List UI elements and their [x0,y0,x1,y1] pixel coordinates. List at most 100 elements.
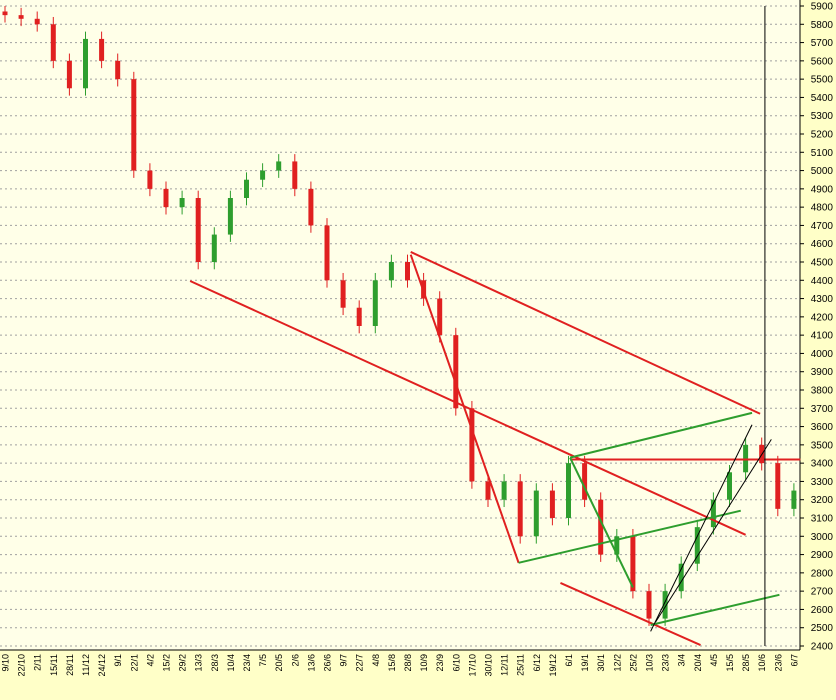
trendline [409,254,520,564]
candle-body [50,24,56,61]
x-tick-label: 4/5 [709,654,719,667]
x-tick-label: 19/12 [548,654,558,677]
y-tick-label: 2500 [811,623,834,634]
candle-body [308,188,314,226]
candle-body [179,198,185,208]
candle-body [324,225,330,281]
candle-body [727,472,732,500]
x-tick-label: 12/11 [500,654,510,676]
y-tick-label: 3100 [811,514,834,525]
x-tick-label: 23/3 [661,654,671,672]
candle-body [533,490,539,537]
x-tick-label: 9/10 [1,654,11,672]
candle-body [195,198,201,262]
x-tick-label: 26/6 [323,654,333,672]
y-tick-label: 3000 [811,532,834,543]
x-tick-label: 12/2 [612,654,622,672]
x-tick-label: 10/6 [757,654,767,672]
candle-body [710,499,716,528]
y-axis-panel [800,0,836,700]
x-tick-label: 10/9 [419,654,429,672]
candle-body [791,490,797,509]
x-tick-label: 6/12 [532,654,542,672]
y-tick-label: 5400 [811,93,834,104]
candle-body [598,499,604,555]
candle-body [115,60,121,80]
candle-body [453,335,459,409]
y-tick-label: 2700 [811,587,834,598]
x-tick-label: 30/1 [596,654,606,672]
y-tick-label: 5500 [811,75,834,86]
candle-body [211,234,217,262]
y-tick-label: 2400 [811,642,834,653]
trendline [189,280,747,536]
y-tick-label: 5200 [811,130,834,141]
x-tick-label: 17/10 [467,654,477,677]
candle-body [614,536,620,555]
x-tick-label: 10/4 [226,654,236,672]
x-tick-label: 22/1 [129,654,139,672]
candle-body [437,298,443,336]
y-tick-label: 5900 [811,2,834,13]
y-tick-label: 4300 [811,294,834,305]
y-tick-label: 4400 [811,276,834,287]
x-tick-label: 10/3 [645,654,655,672]
x-tick-label: 25/11 [516,654,526,676]
x-tick-label: 7/5 [258,654,268,667]
y-tick-label: 4100 [811,331,834,342]
x-tick-label: 2/6 [290,654,300,667]
x-tick-label: 11/12 [81,654,91,676]
candle-body [34,18,40,25]
candle-body [582,463,588,500]
x-tick-label: 20/5 [274,654,284,672]
candle-body [99,38,105,61]
x-tick-label: 3/4 [677,654,687,667]
candle-body [485,481,491,500]
x-tick-label: 4/8 [371,654,381,667]
candle-body [260,170,266,180]
x-tick-label: 19/1 [580,654,590,672]
candle-body [388,262,394,281]
x-tick-label: 28/5 [741,654,751,672]
x-tick-label: 29/2 [178,654,188,672]
x-tick-label: 30/10 [484,654,494,677]
candle-body [163,188,169,208]
x-tick-label: 13/3 [194,654,204,672]
x-tick-label: 22/7 [355,654,365,672]
x-tick-label: 24/12 [97,654,107,677]
y-tick-label: 4900 [811,184,834,195]
y-tick-label: 2900 [811,550,834,561]
y-tick-label: 3400 [811,459,834,470]
x-tick-label: 9/7 [339,654,349,667]
trendline [518,509,741,564]
candle-body [372,280,378,326]
x-tick-label: 23/6 [773,654,783,672]
trendline [569,457,634,588]
candle-body [18,15,24,19]
candle-body [678,563,684,592]
x-tick-label: 28/8 [403,654,413,672]
x-tick-label: 4/2 [145,654,155,667]
trendline [650,424,753,632]
y-tick-label: 3900 [811,367,834,378]
x-tick-label: 15/11 [49,654,59,676]
x-tick-label: 23/4 [242,654,252,672]
candle-body [517,481,523,537]
candle-body [694,527,700,564]
candle-body [646,591,652,619]
y-tick-label: 3300 [811,477,834,488]
candle-body [630,536,636,592]
x-tick-label: 15/8 [387,654,397,672]
candle-body [147,170,153,189]
candle-body [244,179,249,198]
candle-body [356,307,362,326]
candle-body [227,198,233,235]
x-tick-label: 25/2 [628,654,638,672]
x-tick-label: 2/11 [33,654,43,671]
y-tick-label: 5100 [811,148,834,159]
x-tick-label: 15/2 [162,654,172,672]
y-tick-label: 4200 [811,312,834,323]
y-tick-label: 5300 [811,111,834,122]
x-tick-label: 6/1 [564,654,574,667]
